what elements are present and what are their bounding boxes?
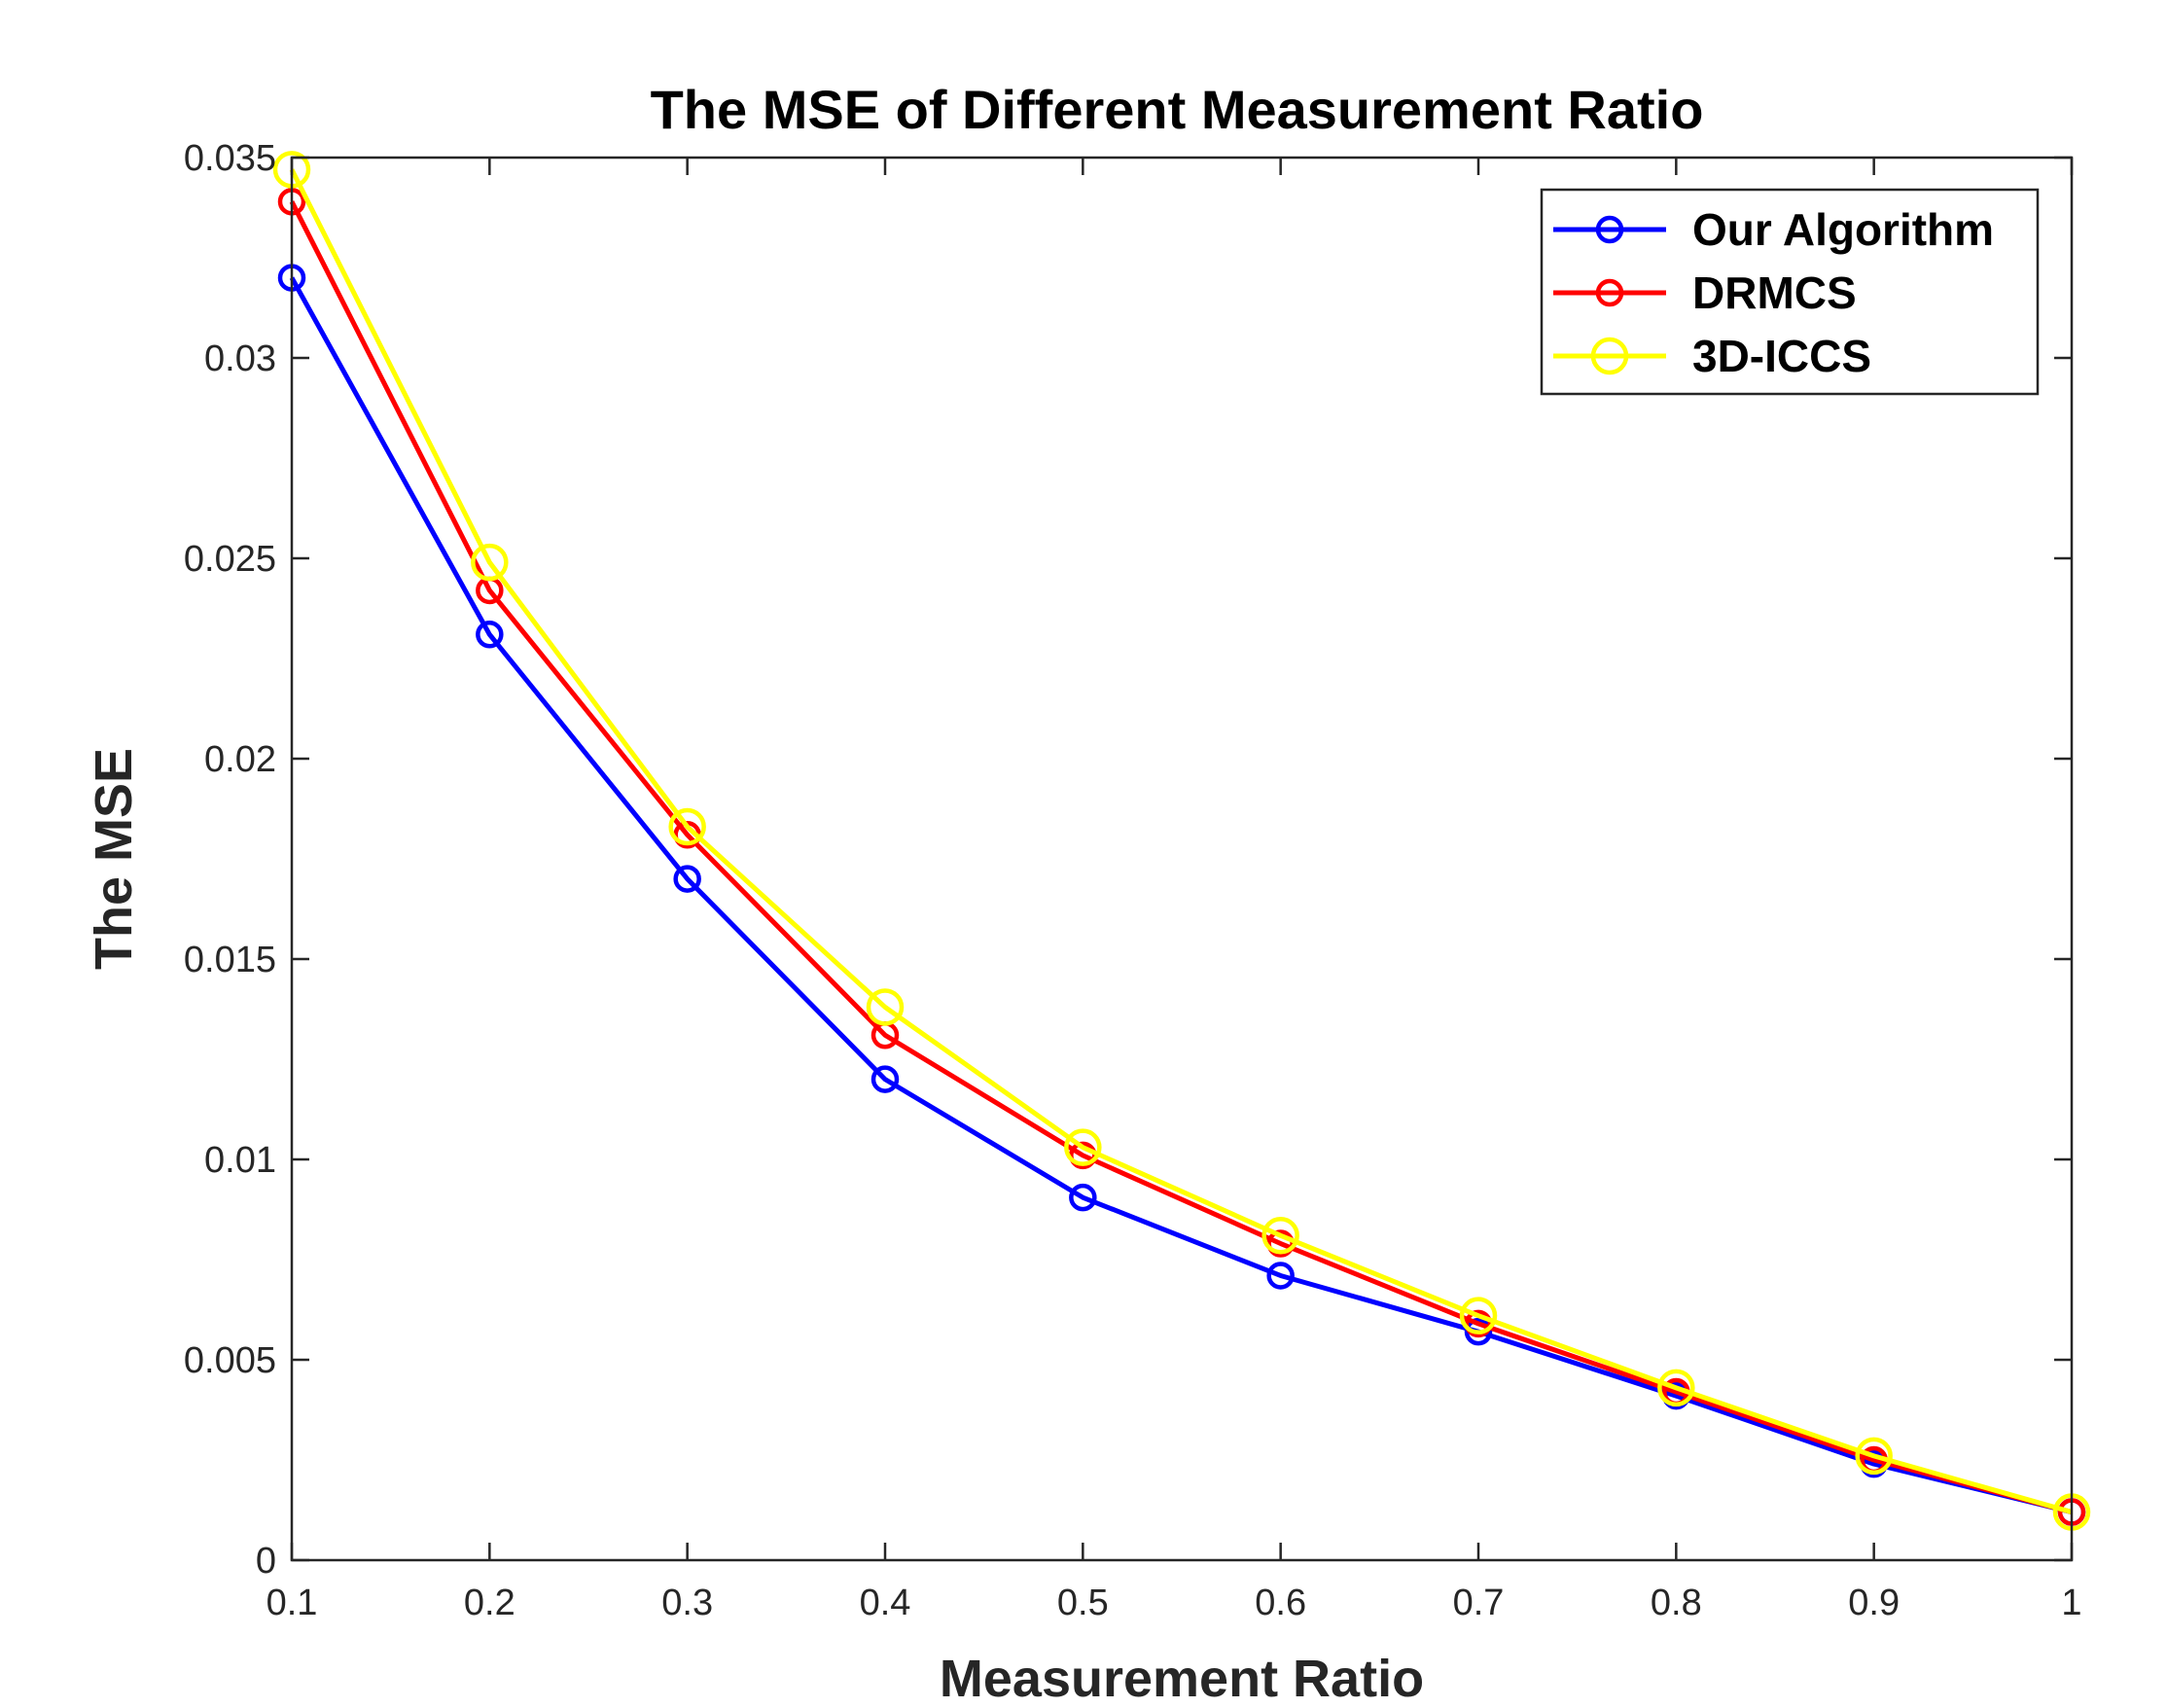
legend-item: DRMCS [1553, 267, 1857, 318]
series-line [289, 168, 2073, 1514]
x-tick-label: 0.1 [266, 1583, 318, 1623]
x-tick-label: 0.9 [1848, 1583, 1900, 1623]
data-point-marker [471, 543, 509, 582]
data-point-marker [1657, 1369, 1695, 1407]
x-tick-label: 0.6 [1255, 1583, 1306, 1623]
data-point-marker [1261, 1217, 1299, 1255]
y-tick-label: 0.03 [204, 338, 276, 379]
data-point-marker [1464, 1309, 1493, 1338]
data-point-marker [1069, 1141, 1097, 1170]
data-point-marker [1855, 1437, 1893, 1476]
x-tick-label: 1 [2061, 1583, 2081, 1623]
y-tick-label: 0.015 [184, 940, 276, 980]
x-tick-label: 0.8 [1651, 1583, 1702, 1623]
legend-item: Our Algorithm [1553, 204, 1994, 255]
legend-label: DRMCS [1692, 267, 1857, 318]
y-tick-label: 0.02 [204, 739, 276, 780]
plot-area-frame [290, 156, 2074, 1562]
data-point-marker [866, 988, 905, 1026]
chart-title: The MSE of Different Measurement Ratio [651, 79, 1704, 140]
y-tick-labels: 0 0.005 0.01 0.015 0.02 0.025 0.03 0.035 [184, 138, 276, 1582]
x-tick-label: 0.5 [1057, 1583, 1109, 1623]
x-tick-label: 0.3 [661, 1583, 713, 1623]
axis-ticks [290, 156, 2074, 1562]
series-3d-iccs [272, 151, 2091, 1531]
y-tick-label: 0.025 [184, 539, 276, 580]
data-point-marker [1266, 1229, 1295, 1258]
legend-marker [1595, 215, 1624, 244]
data-point-marker [1464, 1317, 1493, 1346]
x-tick-label: 0.7 [1453, 1583, 1505, 1623]
data-point-marker [1069, 1183, 1097, 1212]
x-tick-label: 0.4 [860, 1583, 911, 1623]
y-tick-label: 0.035 [184, 138, 276, 179]
data-point-marker [1266, 1262, 1295, 1290]
series-layer [272, 151, 2091, 1531]
x-axis-title: Measurement Ratio [940, 1650, 1424, 1708]
legend-items: Our Algorithm DRMCS 3D-ICCS [1553, 204, 1994, 381]
y-tick-label: 0.005 [184, 1340, 276, 1381]
x-tick-label: 0.2 [464, 1583, 515, 1623]
legend-item: 3D-ICCS [1553, 331, 1871, 381]
data-point-marker [870, 1065, 900, 1093]
data-point-marker [1064, 1128, 1102, 1166]
data-point-marker [668, 807, 706, 846]
series-line [289, 200, 2073, 1514]
y-tick-label: 0 [256, 1541, 276, 1582]
data-point-marker [1459, 1297, 1498, 1334]
data-point-marker [476, 621, 504, 649]
data-point-marker [673, 865, 701, 893]
legend-marker [1590, 337, 1629, 375]
series-line [289, 276, 2073, 1514]
y-tick-label: 0.01 [204, 1140, 276, 1181]
x-tick-labels: 0.1 0.2 0.3 0.4 0.5 0.6 0.7 0.8 0.9 1 [266, 1583, 2082, 1623]
legend-label: Our Algorithm [1692, 204, 1994, 255]
y-axis-title: The MSE [85, 748, 143, 970]
legend-label: 3D-ICCS [1692, 331, 1871, 381]
legend-marker [1595, 278, 1624, 307]
legend: Our Algorithm DRMCS 3D-ICCS [1540, 188, 2040, 396]
